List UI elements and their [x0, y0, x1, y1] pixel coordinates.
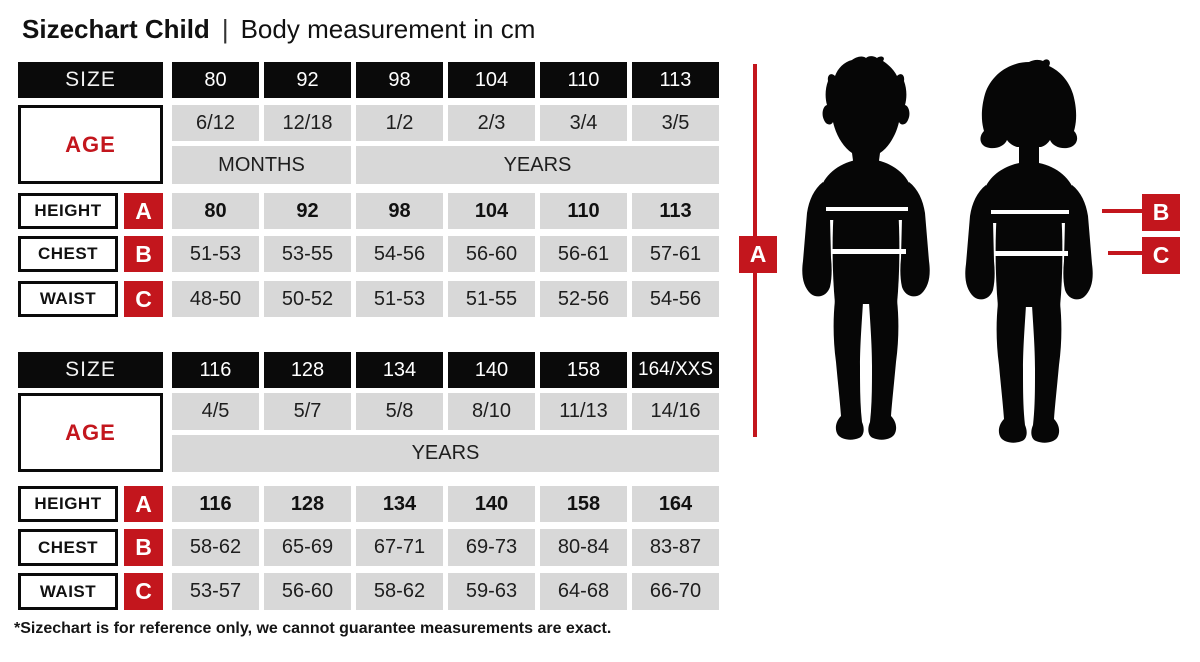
size-column-header: 116: [172, 352, 259, 388]
height-value-cell: 113: [632, 193, 719, 229]
age-unit-years-cell: YEARS: [356, 146, 719, 184]
chest-row-label: CHEST: [18, 529, 118, 566]
waist-value-cell: 50-52: [264, 281, 351, 317]
height-value-cell: 128: [264, 486, 351, 522]
size-column-header: 113: [632, 62, 719, 98]
age-row-label: AGE: [18, 393, 163, 472]
marker-c-cell: C: [124, 573, 163, 610]
boy-silhouette-icon: [802, 56, 930, 440]
age-unit-years-cell: YEARS: [172, 435, 719, 472]
chest-value-cell: 80-84: [540, 529, 627, 566]
height-value-cell: 140: [448, 486, 535, 522]
age-value-cell: 2/3: [448, 105, 535, 141]
waist-value-cell: 59-63: [448, 573, 535, 610]
height-row-label: HEIGHT: [18, 193, 118, 229]
marker-a-cell: A: [124, 193, 163, 229]
size-column-header: 164/XXS: [632, 352, 719, 388]
chest-value-cell: 54-56: [356, 236, 443, 272]
waist-value-cell: 51-53: [356, 281, 443, 317]
age-value-cell: 4/5: [172, 393, 259, 430]
sizechart-table-large: SIZE 116 128 134 140 158 164/XXS AGE 4/5…: [18, 352, 719, 610]
height-value-cell: 80: [172, 193, 259, 229]
age-value-cell: 5/8: [356, 393, 443, 430]
sizechart-table-small: SIZE 80 92 98 104 110 113 AGE 6/12 12/18…: [18, 62, 719, 317]
chest-value-cell: 83-87: [632, 529, 719, 566]
title-main: Sizechart Child: [22, 14, 210, 44]
waist-value-cell: 51-55: [448, 281, 535, 317]
waist-value-cell: 64-68: [540, 573, 627, 610]
age-unit-months-cell: MONTHS: [172, 146, 351, 184]
chest-value-cell: 58-62: [172, 529, 259, 566]
chest-value-cell: 69-73: [448, 529, 535, 566]
height-value-cell: 104: [448, 193, 535, 229]
footnote-text: *Sizechart is for reference only, we can…: [14, 620, 612, 637]
marker-a-cell: A: [124, 486, 163, 522]
title-subtitle: Body measurement in cm: [240, 14, 536, 44]
chest-measure-line-b: [1102, 209, 1146, 213]
waist-value-cell: 53-57: [172, 573, 259, 610]
age-value-cell: 6/12: [172, 105, 259, 141]
size-column-header: 134: [356, 352, 443, 388]
marker-b-cell: B: [124, 529, 163, 566]
chest-value-cell: 65-69: [264, 529, 351, 566]
waist-value-cell: 56-60: [264, 573, 351, 610]
size-column-header: 80: [172, 62, 259, 98]
boy-waist-line: [831, 249, 906, 254]
age-value-cell: 11/13: [540, 393, 627, 430]
waist-measure-line-c: [1108, 251, 1146, 255]
waist-row-label: WAIST: [18, 573, 118, 610]
height-value-cell: 134: [356, 486, 443, 522]
marker-b-cell: B: [124, 236, 163, 272]
chest-value-cell: 56-60: [448, 236, 535, 272]
age-value-cell: 3/5: [632, 105, 719, 141]
size-column-header: 98: [356, 62, 443, 98]
size-column-header: 140: [448, 352, 535, 388]
height-row-label: HEIGHT: [18, 486, 118, 522]
age-value-cell: 8/10: [448, 393, 535, 430]
size-column-header: 128: [264, 352, 351, 388]
chest-value-cell: 67-71: [356, 529, 443, 566]
age-value-cell: 1/2: [356, 105, 443, 141]
page-title: Sizechart Child | Body measurement in cm: [22, 14, 535, 45]
marker-c-cell: C: [124, 281, 163, 317]
height-value-cell: 158: [540, 486, 627, 522]
age-row-label: AGE: [18, 105, 163, 184]
size-column-header: 104: [448, 62, 535, 98]
size-column-header: 92: [264, 62, 351, 98]
height-value-cell: 92: [264, 193, 351, 229]
waist-value-cell: 54-56: [632, 281, 719, 317]
girl-waist-line: [995, 251, 1068, 256]
size-header-label: SIZE: [18, 352, 163, 388]
waist-value-cell: 58-62: [356, 573, 443, 610]
waist-value-cell: 48-50: [172, 281, 259, 317]
chest-value-cell: 56-61: [540, 236, 627, 272]
title-separator: |: [221, 14, 229, 44]
waist-row-label: WAIST: [18, 281, 118, 317]
marker-b-badge: B: [1142, 194, 1180, 231]
marker-c-badge: C: [1142, 237, 1180, 274]
chest-value-cell: 53-55: [264, 236, 351, 272]
size-header-label: SIZE: [18, 62, 163, 98]
size-column-header: 158: [540, 352, 627, 388]
chest-value-cell: 57-61: [632, 236, 719, 272]
age-value-cell: 3/4: [540, 105, 627, 141]
height-value-cell: 116: [172, 486, 259, 522]
height-value-cell: 164: [632, 486, 719, 522]
age-value-cell: 14/16: [632, 393, 719, 430]
waist-value-cell: 66-70: [632, 573, 719, 610]
age-value-cell: 12/18: [264, 105, 351, 141]
girl-silhouette-icon: [965, 59, 1093, 443]
size-column-header: 110: [540, 62, 627, 98]
height-value-cell: 98: [356, 193, 443, 229]
marker-a-badge: A: [739, 236, 777, 273]
boy-chest-line: [826, 207, 908, 211]
girl-chest-line: [991, 210, 1069, 214]
age-value-cell: 5/7: [264, 393, 351, 430]
chest-value-cell: 51-53: [172, 236, 259, 272]
chest-row-label: CHEST: [18, 236, 118, 272]
waist-value-cell: 52-56: [540, 281, 627, 317]
height-value-cell: 110: [540, 193, 627, 229]
